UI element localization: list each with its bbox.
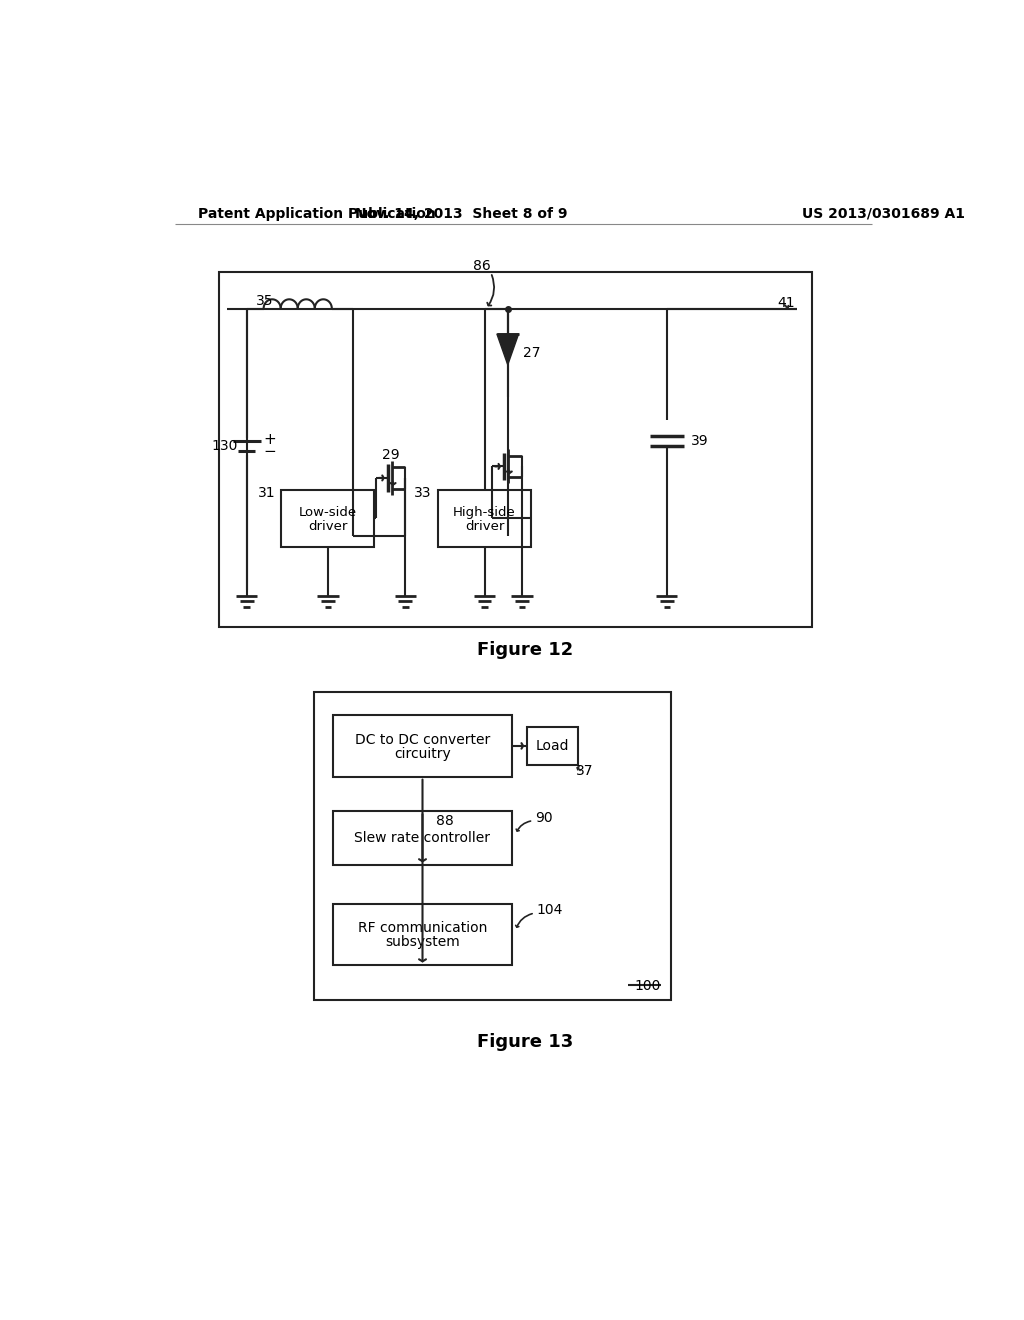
Bar: [219, 272, 812, 627]
Text: Figure 12: Figure 12: [477, 640, 572, 659]
Text: 100: 100: [635, 979, 662, 993]
Text: Patent Application Publication: Patent Application Publication: [198, 207, 435, 220]
Text: US 2013/0301689 A1: US 2013/0301689 A1: [802, 207, 966, 220]
Text: driver: driver: [465, 520, 504, 532]
Text: −: −: [263, 444, 276, 458]
Text: 41: 41: [777, 296, 795, 310]
Bar: [438, 490, 531, 548]
Bar: [282, 490, 375, 548]
Text: 39: 39: [691, 434, 709, 447]
Text: 88: 88: [436, 814, 455, 828]
Text: Slew rate controller: Slew rate controller: [354, 832, 490, 845]
Text: 86: 86: [473, 259, 490, 273]
Text: 35: 35: [256, 294, 273, 308]
Bar: [314, 692, 671, 1001]
Bar: [527, 726, 578, 766]
Bar: [334, 812, 512, 866]
Text: 33: 33: [415, 486, 432, 500]
Text: Nov. 14, 2013  Sheet 8 of 9: Nov. 14, 2013 Sheet 8 of 9: [355, 207, 567, 220]
Text: subsystem: subsystem: [385, 936, 460, 949]
Text: RF communication: RF communication: [357, 921, 487, 936]
Text: 90: 90: [535, 810, 553, 825]
Bar: [334, 904, 512, 965]
Text: 104: 104: [537, 903, 563, 917]
Text: circuitry: circuitry: [394, 747, 451, 760]
Text: 31: 31: [258, 486, 275, 500]
Text: DC to DC converter: DC to DC converter: [355, 733, 490, 747]
Text: 27: 27: [523, 346, 541, 360]
Text: 37: 37: [575, 764, 594, 779]
Text: driver: driver: [308, 520, 347, 532]
Text: 29: 29: [382, 447, 399, 462]
Bar: [334, 715, 512, 776]
Polygon shape: [497, 334, 518, 364]
Text: Load: Load: [536, 739, 569, 752]
Text: +: +: [263, 432, 276, 447]
Text: Low-side: Low-side: [299, 507, 357, 520]
Text: High-side: High-side: [454, 507, 516, 520]
Text: 130: 130: [212, 438, 238, 453]
Text: Figure 13: Figure 13: [477, 1034, 572, 1051]
